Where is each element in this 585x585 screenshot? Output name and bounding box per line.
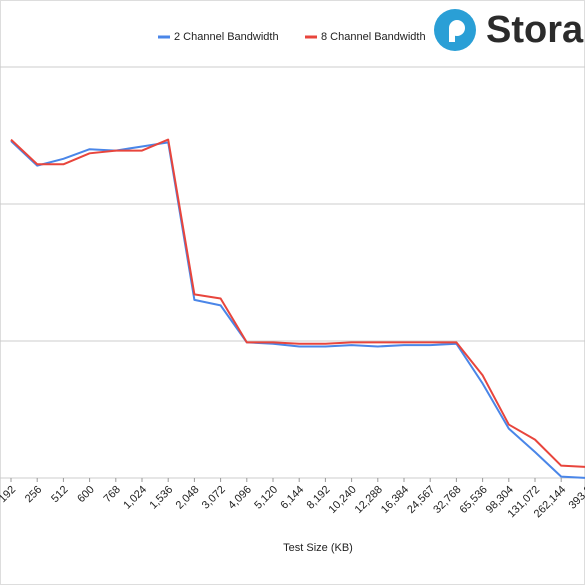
x-axis-title: Test Size (KB) bbox=[283, 542, 353, 554]
logo-text: Stora bbox=[486, 9, 584, 51]
legend-label: 8 Channel Bandwidth bbox=[321, 31, 426, 43]
series-line bbox=[10, 140, 585, 479]
series-line bbox=[10, 138, 585, 468]
logo-mark-stem bbox=[449, 28, 455, 42]
legend-label: 2 Channel Bandwidth bbox=[174, 31, 279, 43]
